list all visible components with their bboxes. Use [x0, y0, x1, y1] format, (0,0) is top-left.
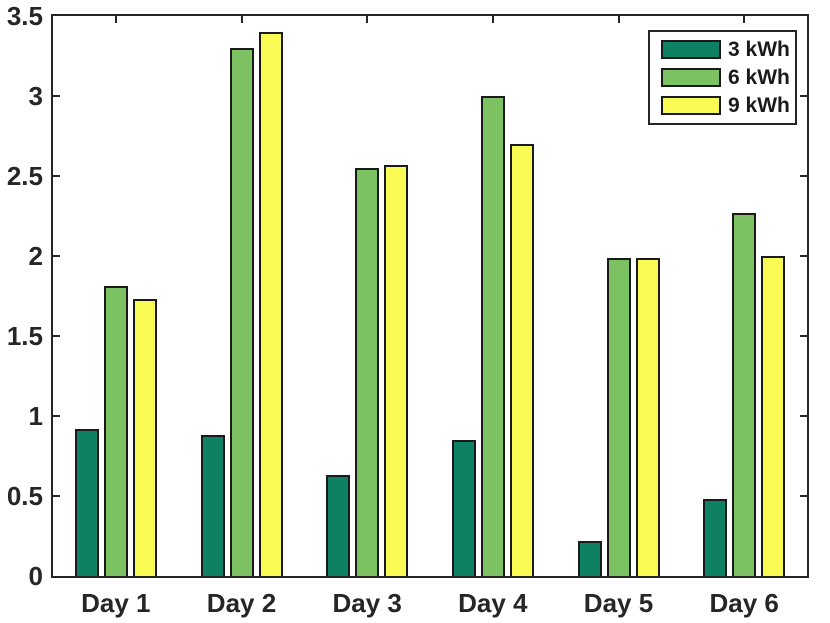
bar-day1-9kwh — [133, 299, 157, 576]
y-tick-mark — [53, 495, 60, 497]
x-axis-category-label: Day 5 — [583, 588, 654, 618]
y-tick-mark — [53, 415, 60, 417]
bar-day3-3kwh — [326, 475, 350, 576]
y-axis-tick-label: 1 — [28, 401, 43, 431]
bar-day5-6kwh — [607, 258, 631, 576]
y-tick-mark — [800, 175, 807, 177]
bar-day6-6kwh — [732, 213, 756, 576]
y-axis-tick-label: 0 — [28, 561, 43, 591]
bar-day6-3kwh — [703, 499, 727, 576]
bar-day3-9kwh — [384, 165, 408, 576]
x-axis-category-label: Day 1 — [81, 588, 151, 618]
bar-day1-3kwh — [75, 429, 99, 576]
y-tick-mark — [53, 335, 60, 337]
legend-swatch-9kwh — [661, 96, 721, 115]
y-axis-labels: 0 0.5 1 1.5 2 2.5 3 3.5 — [0, 0, 43, 623]
x-tick-mark — [114, 16, 117, 23]
y-tick-mark — [53, 255, 60, 257]
y-tick-mark — [800, 255, 807, 257]
bar-day3-6kwh — [355, 168, 379, 576]
y-tick-mark — [53, 175, 60, 177]
y-axis-tick-label: 1.5 — [6, 321, 43, 351]
bar-day5-9kwh — [636, 258, 660, 576]
bar-day5-3kwh — [578, 541, 602, 576]
bar-day4-9kwh — [510, 144, 534, 576]
legend-label: 3 kWh — [728, 37, 790, 61]
legend: 3 kWh 6 kWh 9 kWh — [648, 30, 797, 125]
legend-item: 9 kWh — [661, 93, 795, 117]
x-axis-category-label: Day 3 — [332, 588, 402, 618]
legend-label: 6 kWh — [728, 65, 790, 89]
bar-day2-9kwh — [259, 32, 283, 576]
legend-label: 9 kWh — [728, 93, 790, 117]
bar-day2-6kwh — [230, 48, 254, 576]
bar-day1-6kwh — [104, 286, 128, 576]
y-tick-mark — [800, 495, 807, 497]
y-axis-tick-label: 0.5 — [6, 481, 43, 511]
x-tick-mark — [366, 16, 369, 23]
y-tick-mark — [800, 335, 807, 337]
legend-item: 6 kWh — [661, 65, 795, 89]
y-tick-mark — [800, 415, 807, 417]
y-axis-tick-label: 2.5 — [6, 161, 43, 191]
legend-swatch-3kwh — [661, 40, 721, 59]
x-axis-category-label: Day 4 — [458, 588, 528, 618]
y-axis-tick-label: 3.5 — [6, 1, 43, 31]
x-tick-mark — [240, 16, 243, 23]
bar-day4-6kwh — [481, 96, 505, 576]
legend-item: 3 kWh — [661, 37, 795, 61]
bar-day2-3kwh — [201, 435, 225, 576]
x-tick-mark — [743, 16, 746, 23]
x-tick-mark — [617, 16, 620, 23]
x-axis-category-label: Day 2 — [206, 588, 277, 618]
bar-day4-3kwh — [452, 440, 476, 576]
y-axis-tick-label: 3 — [28, 81, 43, 111]
bar-day6-9kwh — [761, 256, 785, 576]
x-axis-category-label: Day 6 — [709, 588, 779, 618]
y-axis-tick-label: 2 — [28, 241, 43, 271]
y-tick-mark — [800, 95, 807, 97]
y-tick-mark — [53, 95, 60, 97]
x-tick-mark — [491, 16, 494, 23]
legend-swatch-6kwh — [661, 68, 721, 87]
